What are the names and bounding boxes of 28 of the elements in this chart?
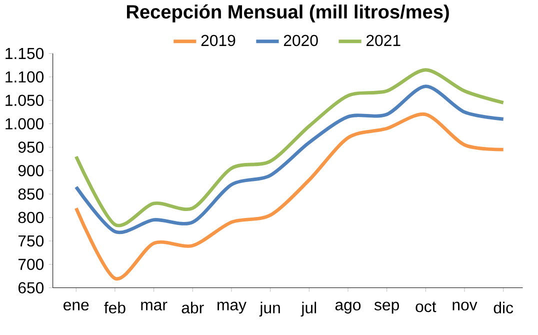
x-tick-label: dic bbox=[494, 302, 514, 314]
y-tick-label: 1.100 bbox=[6, 71, 44, 82]
legend-label: 2021 bbox=[366, 34, 400, 46]
y-tick-label: 900 bbox=[18, 164, 44, 176]
x-tick-label: nov bbox=[452, 302, 478, 310]
x-tick-label: ene bbox=[64, 302, 89, 310]
y-tick-label: 850 bbox=[18, 188, 44, 200]
x-tick-label: mar bbox=[141, 302, 168, 310]
x-tick-label: ago bbox=[335, 302, 361, 314]
y-tick-label: 1.150 bbox=[6, 48, 44, 59]
y-tick-label: 1.050 bbox=[6, 94, 44, 106]
x-tick-label: jun bbox=[259, 302, 280, 316]
y-tick-label: 800 bbox=[18, 212, 44, 223]
legend-label: 2020 bbox=[284, 34, 318, 46]
chart-title: Recepción Mensual (mill litros/mes) bbox=[126, 4, 449, 22]
x-tick-label: oct bbox=[416, 302, 436, 312]
line-series bbox=[74, 112, 506, 280]
y-tick-label: 750 bbox=[18, 235, 44, 246]
x-tick-label: abr bbox=[182, 302, 204, 314]
y-tick-label: 950 bbox=[18, 141, 44, 153]
y-tick-label: 700 bbox=[18, 258, 44, 270]
x-tick-label: sep bbox=[374, 302, 399, 314]
y-tick-label: 1.000 bbox=[6, 118, 44, 130]
x-tick-label: feb bbox=[104, 302, 126, 314]
x-tick-label: may bbox=[218, 302, 246, 314]
x-tick-label: jul bbox=[300, 302, 316, 316]
y-tick-label: 650 bbox=[18, 282, 44, 294]
legend-label: 2019 bbox=[201, 34, 236, 46]
